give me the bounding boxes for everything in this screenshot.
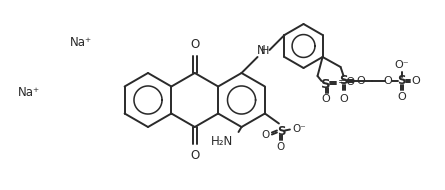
- Text: O: O: [262, 130, 270, 139]
- Text: S: S: [321, 78, 330, 90]
- Text: O: O: [397, 92, 406, 102]
- Text: O: O: [339, 94, 348, 104]
- Text: H₂N: H₂N: [211, 135, 234, 148]
- Text: O⁻: O⁻: [292, 124, 306, 134]
- Text: O: O: [412, 76, 421, 86]
- Text: O⁻: O⁻: [394, 60, 409, 70]
- Text: Na⁺: Na⁺: [18, 86, 40, 100]
- Text: O: O: [356, 76, 365, 86]
- Text: S: S: [340, 74, 348, 88]
- Text: O: O: [277, 142, 285, 151]
- Text: O: O: [190, 38, 199, 51]
- Text: S: S: [277, 125, 285, 138]
- Text: N: N: [256, 44, 265, 58]
- Text: S: S: [397, 74, 406, 88]
- Text: O: O: [383, 76, 392, 86]
- Text: O: O: [321, 94, 330, 104]
- Text: Na⁺: Na⁺: [70, 36, 92, 48]
- Text: O: O: [190, 149, 199, 162]
- Text: =O: =O: [337, 77, 356, 87]
- Text: H: H: [260, 46, 269, 56]
